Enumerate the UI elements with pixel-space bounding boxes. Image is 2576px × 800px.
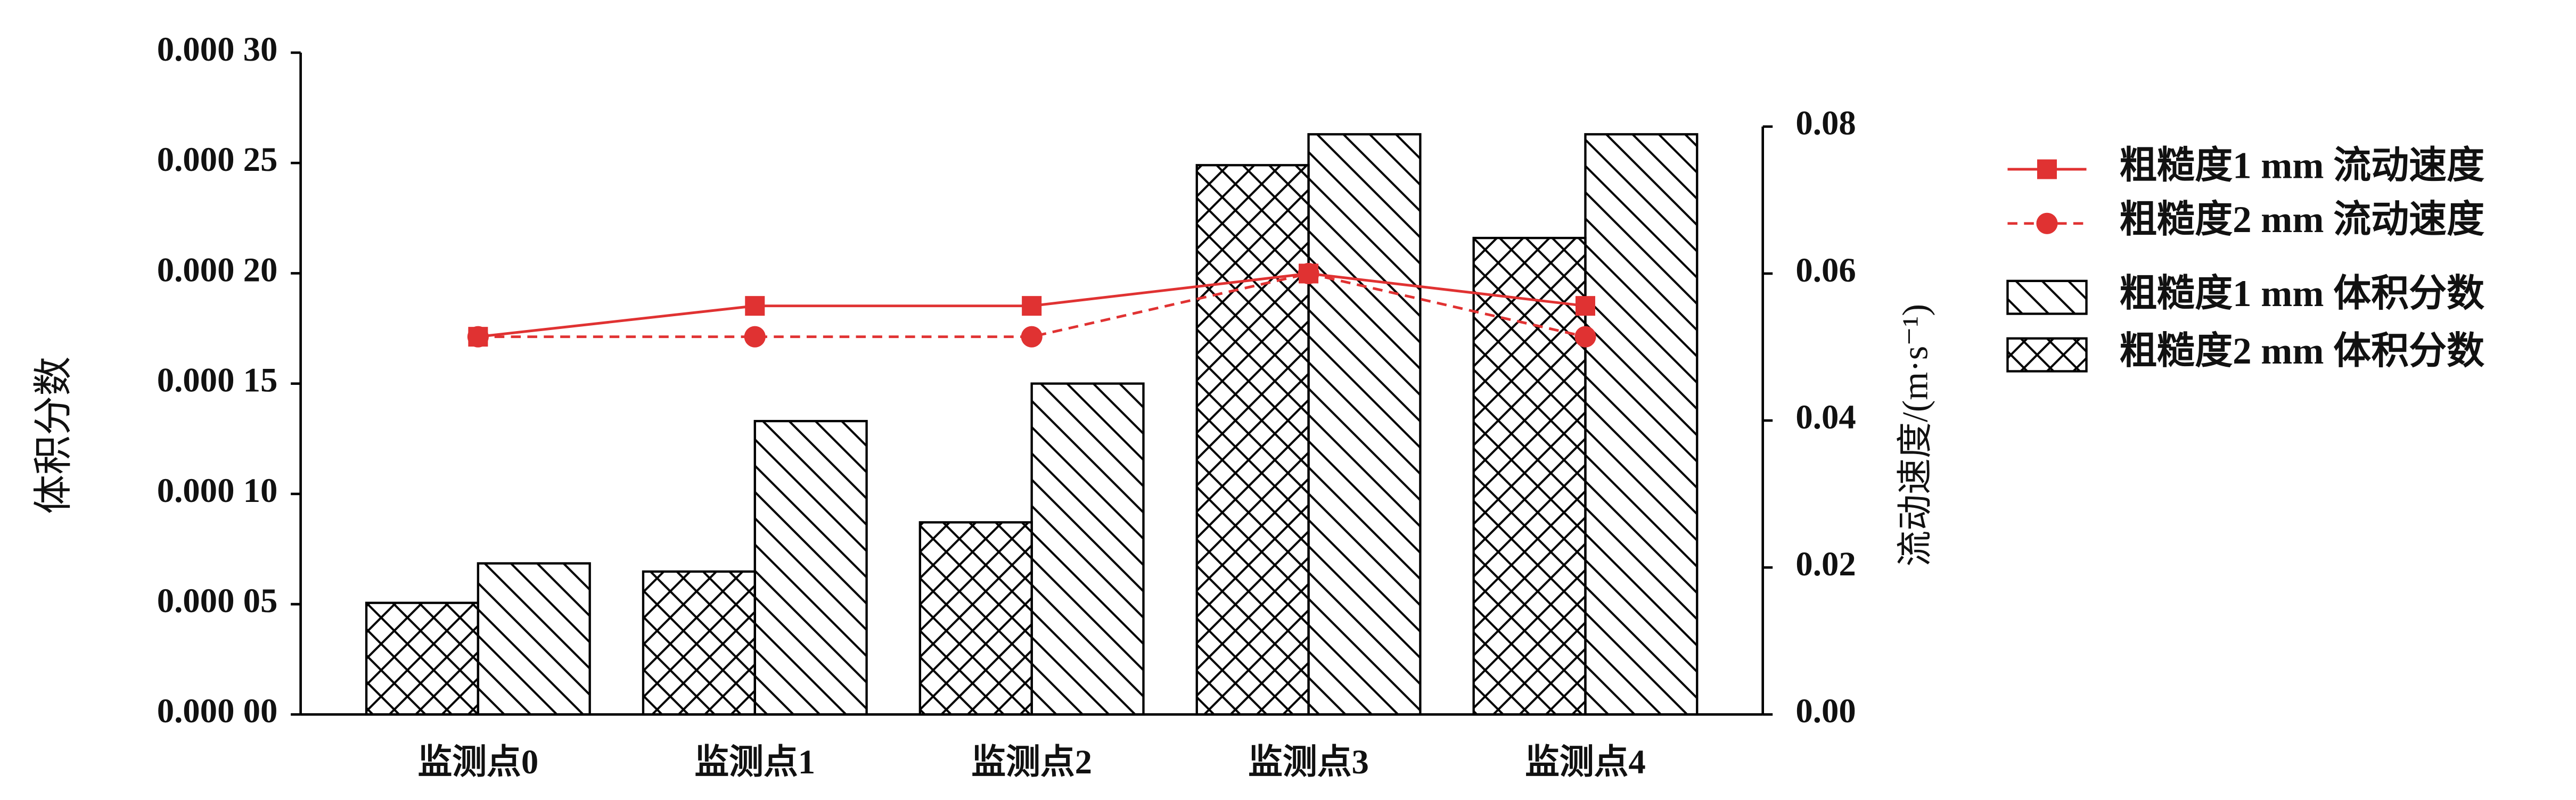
y-tick-label: 0.000 20 [157,251,278,289]
y-tick-label: 0.000 00 [157,692,278,730]
legend-marker [2036,212,2058,234]
bar [477,562,591,716]
y2-tick-label: 0.02 [1795,545,1856,583]
bar [918,521,1033,716]
x-tick-label: 监测点2 [971,743,1092,781]
point [745,296,765,316]
x-tick-label: 监测点3 [1248,743,1369,781]
y-tick-label: 0.000 30 [157,30,278,69]
point [1022,296,1042,316]
bar [365,601,480,716]
y-tick-label: 0.000 15 [157,361,278,400]
y2-tick-label: 0.08 [1795,104,1856,143]
point [1298,262,1319,284]
y-tick-label: 0.000 10 [157,472,278,510]
bar [1195,164,1310,716]
bar [1030,382,1145,716]
bar [1584,133,1699,716]
y-tick-label: 0.000 25 [157,141,278,179]
legend-swatch [2006,279,2088,315]
point [1575,296,1595,316]
legend-label: 粗糙度2 mm 体积分数 [2119,331,2484,372]
x-tick-label: 监测点0 [418,743,539,781]
bar [1472,236,1587,716]
bar [1307,133,1422,716]
y2-tick-label: 0.06 [1795,251,1856,290]
point [744,326,766,348]
y2-axis-title: 流动速度/(m·s⁻¹) [1895,304,1935,567]
legend-marker [2037,159,2057,179]
legend-label: 粗糙度2 mm 流动速度 [2119,199,2484,241]
point [1574,326,1596,348]
legend-swatch [2006,337,2088,373]
y-axis-title: 体积分数 [32,357,76,514]
x-tick-label: 监测点1 [694,743,815,781]
bar [753,419,868,716]
legend-label: 粗糙度1 mm 流动速度 [2119,145,2484,186]
y2-tick-label: 0.04 [1795,398,1856,436]
legend-label: 粗糙度1 mm 体积分数 [2119,273,2484,315]
point [467,326,489,348]
x-tick-label: 监测点4 [1525,743,1646,781]
line [478,272,1586,339]
y2-tick-label: 0.00 [1795,692,1856,730]
bar [642,570,756,716]
y-tick-label: 0.000 05 [157,582,278,620]
point [1021,326,1043,348]
